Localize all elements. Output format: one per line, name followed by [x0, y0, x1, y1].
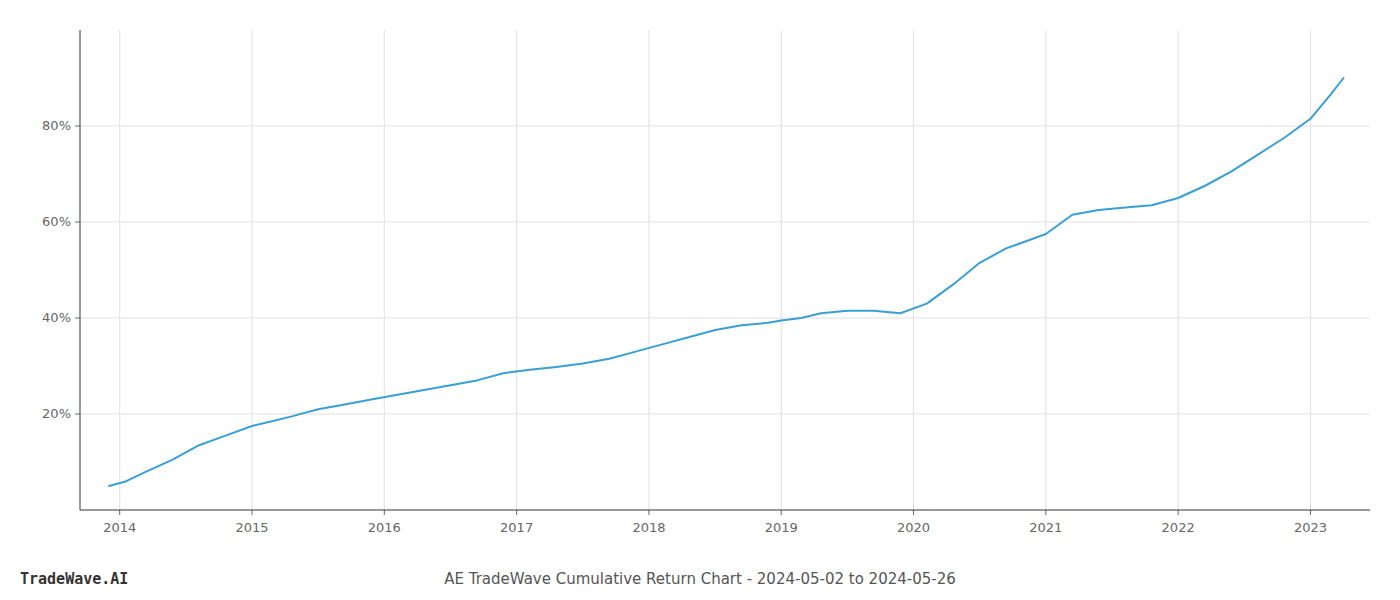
y-axis-line [80, 30, 81, 510]
x-tick [648, 510, 649, 515]
y-tick-label: 60% [42, 214, 71, 229]
x-tick [384, 510, 385, 515]
y-grid-line [80, 126, 1370, 127]
x-tick [252, 510, 253, 515]
axes [75, 30, 1370, 515]
x-tick-label: 2022 [1162, 520, 1195, 535]
x-grid-line [1310, 30, 1311, 510]
plot-area [109, 78, 1343, 486]
x-grid-line [781, 30, 782, 510]
x-grid-line [119, 30, 120, 510]
x-tick-label: 2020 [897, 520, 930, 535]
x-tick [913, 510, 914, 515]
x-tick-label: 2018 [632, 520, 665, 535]
y-grid-line [80, 318, 1370, 319]
y-tick [75, 414, 80, 415]
tick-labels: 20% 40% 60% 80% 2014 2015 2016 2017 2018 2019 2020… [42, 118, 1327, 536]
y-tick [75, 318, 80, 319]
x-grid-line [648, 30, 649, 510]
x-grid-line [516, 30, 517, 510]
x-tick-label: 2016 [368, 520, 401, 535]
x-tick [1045, 510, 1046, 515]
x-tick-label: 2017 [500, 520, 533, 535]
return-line [109, 78, 1343, 486]
x-grid-line [384, 30, 385, 510]
x-tick [781, 510, 782, 515]
x-axis-line [80, 510, 1370, 511]
chart-title: AE TradeWave Cumulative Return Chart - 2… [444, 570, 956, 588]
x-grid-line [1045, 30, 1046, 510]
y-tick [75, 126, 80, 127]
x-tick-label: 2023 [1294, 520, 1327, 535]
y-tick [75, 222, 80, 223]
x-grid-line [913, 30, 914, 510]
x-tick-label: 2019 [765, 520, 798, 535]
x-tick-label: 2021 [1029, 520, 1062, 535]
x-tick [1178, 510, 1179, 515]
x-tick-label: 2014 [103, 520, 136, 535]
y-grid-line [80, 414, 1370, 415]
chart-container: 20% 40% 60% 80% 2014 2015 2016 2017 2018 2019 2020… [0, 0, 1400, 600]
x-tick [119, 510, 120, 515]
x-tick-label: 2015 [235, 520, 268, 535]
x-tick [516, 510, 517, 515]
y-grid-line [80, 222, 1370, 223]
background [0, 0, 1400, 600]
grid [80, 30, 1370, 510]
y-tick-label: 80% [42, 118, 71, 133]
x-grid-line [1178, 30, 1179, 510]
y-tick-label: 40% [42, 310, 71, 325]
footer: TradeWave.AI AE TradeWave Cumulative Retu… [20, 570, 956, 588]
y-tick-label: 20% [42, 406, 71, 421]
watermark: TradeWave.AI [20, 570, 128, 588]
x-tick [1310, 510, 1311, 515]
x-grid-line [252, 30, 253, 510]
chart-svg: 20% 40% 60% 80% 2014 2015 2016 2017 2018 2019 2020… [0, 0, 1400, 600]
